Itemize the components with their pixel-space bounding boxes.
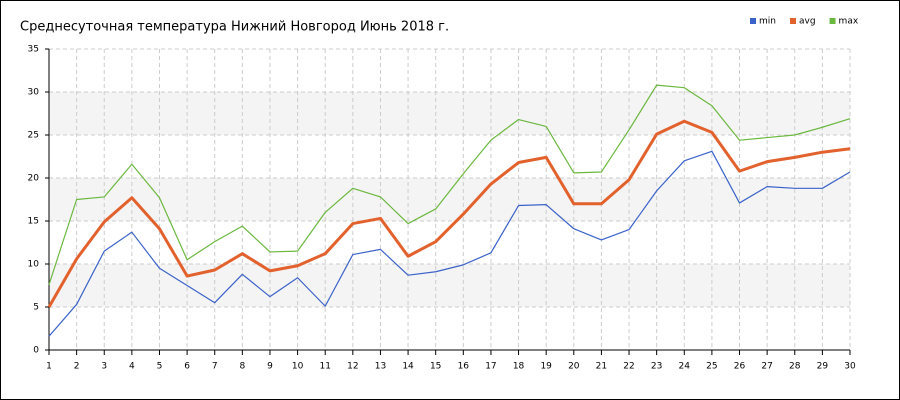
y-tick-label: 10 [28, 260, 40, 270]
legend-label: min [759, 17, 776, 27]
x-tick-label: 8 [239, 362, 245, 372]
x-tick-label: 21 [596, 362, 607, 372]
legend-label: max [839, 17, 859, 27]
x-tick-label: 6 [184, 362, 190, 372]
x-tick-label: 30 [844, 362, 856, 372]
x-tick-label: 3 [101, 362, 107, 372]
line [48, 84, 851, 285]
y-tick-label: 0 [33, 346, 39, 356]
x-tick-label: 4 [129, 362, 135, 372]
x-tick-label: 16 [458, 362, 470, 372]
x-tick-label: 7 [212, 362, 218, 372]
x-tick-label: 10 [292, 362, 304, 372]
x-tick-label: 27 [761, 362, 772, 372]
y-tick-label: 20 [28, 174, 40, 184]
x-tick-label: 22 [623, 362, 634, 372]
legend-swatch [789, 18, 796, 24]
x-tick-label: 18 [513, 362, 525, 372]
legend-label: avg [799, 17, 816, 27]
x-tick-label: 17 [485, 362, 496, 372]
line [47, 119, 851, 308]
x-tick-label: 14 [402, 362, 414, 372]
line [48, 150, 851, 337]
y-tick-label: 35 [28, 45, 39, 55]
x-tick-label: 12 [347, 362, 358, 372]
x-tick-label: 15 [430, 362, 441, 372]
x-tick-label: 2 [74, 362, 80, 372]
y-tick-label: 5 [33, 303, 39, 313]
x-tick-label: 19 [540, 362, 552, 372]
x-tick-label: 20 [568, 362, 580, 372]
x-tick-label: 5 [157, 362, 163, 372]
chart-title: Среднесуточная температура Нижний Новгор… [20, 20, 449, 35]
band [49, 178, 850, 221]
legend: min avg max [750, 17, 859, 27]
x-tick-label: 13 [375, 362, 386, 372]
x-tick-label: 9 [267, 362, 273, 372]
x-tick-label: 24 [679, 362, 691, 372]
x-tick-label: 29 [817, 362, 829, 372]
x-tick-label: 11 [319, 362, 330, 372]
band [49, 92, 850, 135]
y-tick-label: 15 [28, 217, 39, 227]
y-tick-label: 25 [28, 131, 39, 141]
band [49, 264, 850, 307]
legend-swatch [829, 18, 836, 24]
x-tick-label: 23 [651, 362, 662, 372]
x-tick-label: 26 [734, 362, 746, 372]
y-tick-label: 30 [28, 88, 40, 98]
legend-swatch [750, 18, 756, 24]
x-tick-label: 1 [46, 362, 52, 372]
x-tick-label: 28 [789, 362, 801, 372]
x-tick-label: 25 [706, 362, 717, 372]
